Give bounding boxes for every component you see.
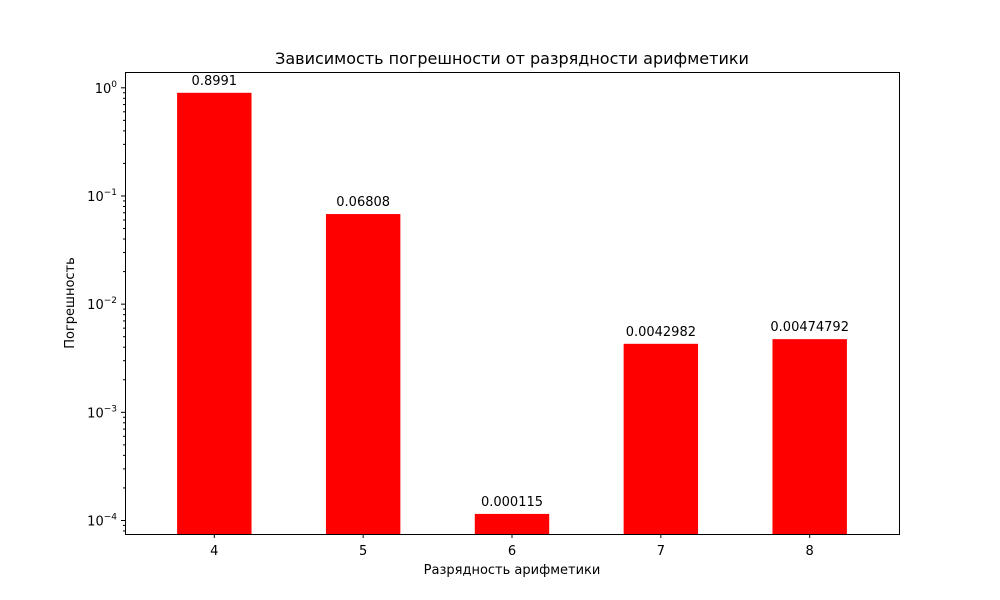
chart-title: Зависимость погрешности от разрядности а…	[275, 49, 749, 68]
bars-group	[177, 92, 847, 535]
x-axis: 4 5 6 7 8	[210, 534, 814, 559]
y-tick-label: 10−3	[87, 404, 117, 421]
bar-6	[474, 513, 550, 534]
x-tick-label-5: 5	[359, 544, 367, 559]
y-tick-label: 100	[95, 80, 118, 97]
bar-4	[177, 92, 252, 535]
x-tick-label-7: 7	[657, 544, 665, 559]
y-axis: 100 10−1 10−2 10−3 10−4	[87, 80, 125, 532]
x-tick-label-8: 8	[806, 544, 814, 559]
value-label-6: 0.000115	[481, 495, 543, 510]
value-label-5: 0.06808	[336, 195, 390, 210]
x-axis-label: Разрядность арифметики	[424, 563, 601, 578]
value-labels-group: 0.8991 0.06808 0.000115 0.0042982 0.00474792	[192, 74, 849, 510]
bar-8	[772, 339, 847, 534]
plot-frame	[125, 72, 900, 535]
x-tick-label-6: 6	[508, 544, 516, 559]
bar-5	[325, 214, 401, 534]
x-tick-label-4: 4	[210, 544, 218, 559]
value-label-7: 0.0042982	[626, 325, 696, 340]
y-tick-label: 10−4	[87, 512, 117, 529]
value-label-4: 0.8991	[192, 74, 238, 89]
y-tick-label: 10−1	[87, 188, 117, 205]
y-axis-label: Погрешность	[63, 257, 78, 349]
value-label-8: 0.00474792	[770, 320, 849, 335]
y-tick-label: 10−2	[87, 296, 117, 313]
bar-7	[623, 343, 699, 534]
